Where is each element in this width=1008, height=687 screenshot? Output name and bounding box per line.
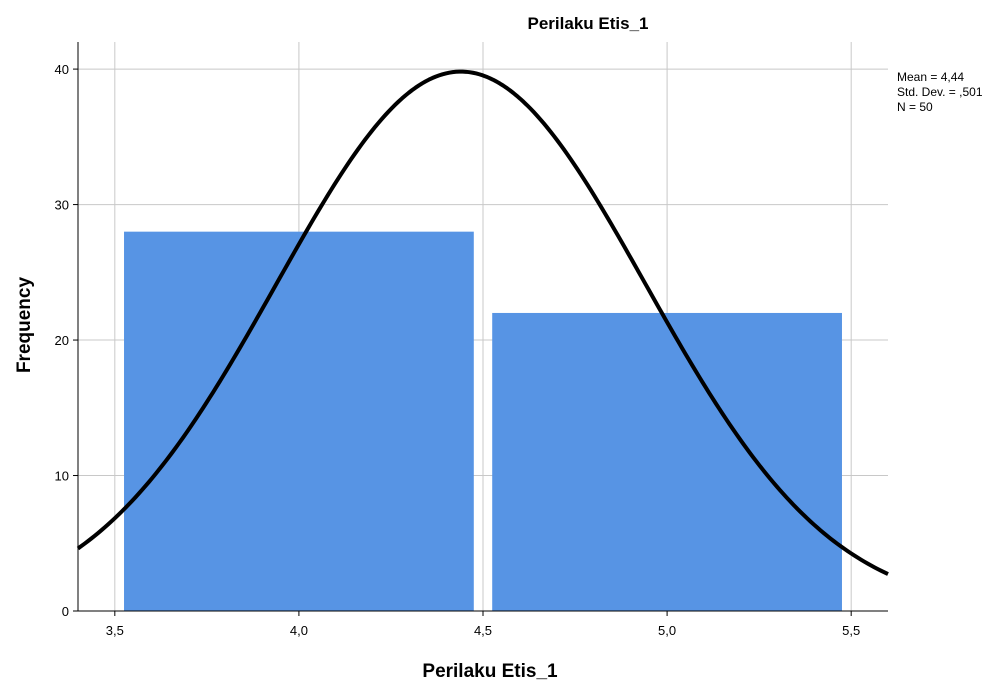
stat-std-dev: Std. Dev. = ,501	[897, 85, 983, 99]
y-tick-label: 30	[55, 198, 69, 213]
y-axis-title: Frequency	[14, 277, 35, 374]
stats-box: Mean = 4,44 Std. Dev. = ,501 N = 50	[897, 70, 983, 114]
x-axis-title: Perilaku Etis_1	[422, 661, 558, 682]
y-tick-label: 0	[62, 604, 69, 619]
chart-title: Perilaku Etis_1	[528, 14, 649, 33]
histogram-bar	[124, 232, 474, 611]
stat-n: N = 50	[897, 100, 933, 114]
stat-mean: Mean = 4,44	[897, 70, 964, 84]
x-tick-label: 4,5	[474, 623, 492, 638]
x-tick-label: 3,5	[106, 623, 124, 638]
histogram-bar	[492, 313, 842, 611]
y-tick-label: 10	[55, 469, 69, 484]
x-tick-label: 5,0	[658, 623, 676, 638]
y-tick-label: 40	[55, 62, 69, 77]
x-tick-label: 5,5	[842, 623, 860, 638]
y-tick-label: 20	[55, 333, 69, 348]
x-tick-label: 4,0	[290, 623, 308, 638]
